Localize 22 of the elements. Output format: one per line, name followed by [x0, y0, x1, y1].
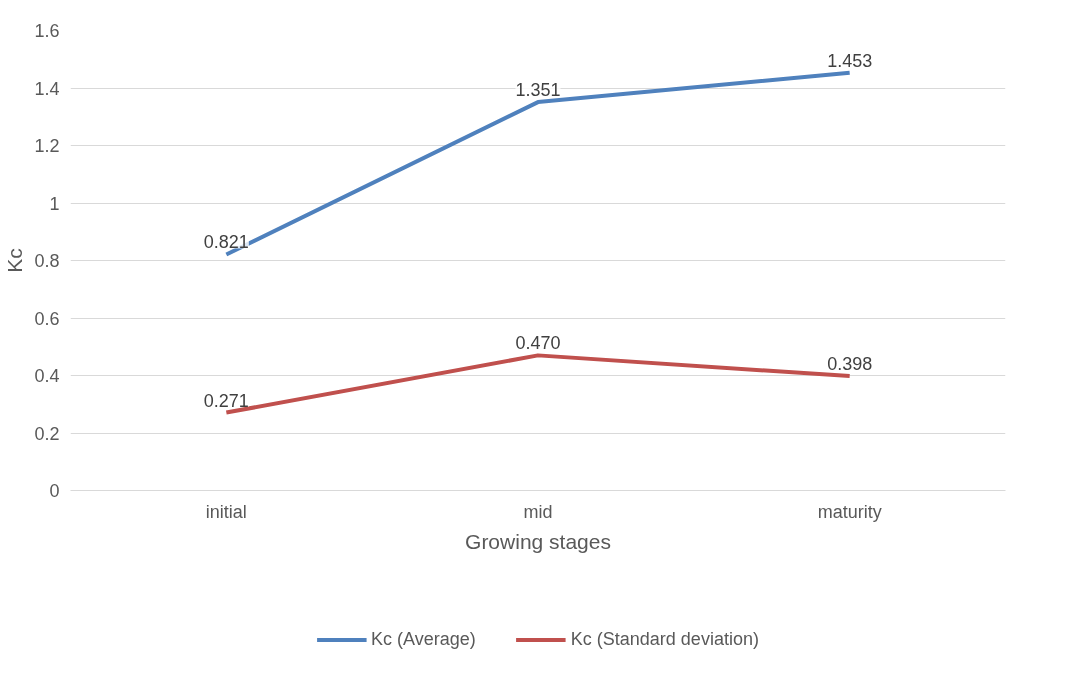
y-tick-label: 1.2: [34, 136, 60, 156]
y-axis-title: Kc: [3, 248, 27, 273]
legend-label: Kc (Average): [371, 628, 476, 650]
data-label: 1.351: [515, 80, 561, 101]
legend-label: Kc (Standard deviation): [570, 628, 759, 650]
data-label: 0.821: [203, 232, 249, 253]
y-tick-label: 1.4: [34, 78, 60, 99]
y-tick-label: 0.4: [34, 366, 60, 386]
x-tick-label: initial: [205, 501, 247, 522]
y-tick-label: 0: [49, 481, 60, 501]
y-tick-label: 0.2: [34, 423, 60, 444]
y-tick-label: 0.8: [34, 251, 60, 271]
x-axis-title: Growing stages: [465, 529, 611, 553]
data-label: 0.398: [827, 354, 873, 375]
data-label: 0.271: [203, 390, 249, 411]
x-tick-label: mid: [523, 501, 553, 522]
data-label: 0.470: [515, 333, 561, 354]
y-tick-label: 1: [49, 193, 60, 214]
x-tick-label: maturity: [817, 501, 882, 522]
data-label: 1.453: [827, 50, 873, 71]
y-tick-label: 0.6: [34, 308, 60, 329]
y-tick-label: 1.6: [34, 21, 60, 41]
